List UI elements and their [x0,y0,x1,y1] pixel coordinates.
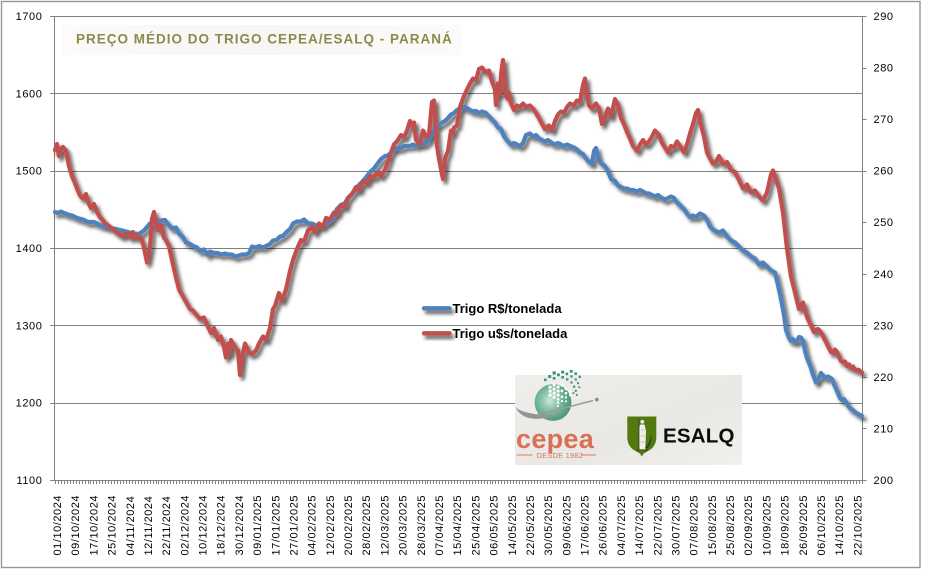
svg-text:Trigo R$/tonelada: Trigo R$/tonelada [453,301,563,316]
svg-text:02/12/2024: 02/12/2024 [179,495,191,556]
svg-text:1300: 1300 [16,320,43,332]
svg-text:30/12/2024: 30/12/2024 [234,495,246,556]
svg-text:12/11/2024: 12/11/2024 [143,496,155,556]
svg-text:18/12/2024: 18/12/2024 [216,495,228,556]
svg-text:10/09/2025: 10/09/2025 [761,495,773,556]
svg-text:04/02/2025: 04/02/2025 [307,495,319,556]
svg-text:26/06/2025: 26/06/2025 [598,495,610,556]
svg-text:07/04/2025: 07/04/2025 [434,495,446,556]
svg-text:1500: 1500 [16,166,43,178]
svg-text:DESDE 1982: DESDE 1982 [537,451,584,460]
svg-text:17/01/2025: 17/01/2025 [270,495,282,556]
svg-text:1200: 1200 [16,398,43,410]
svg-text:290: 290 [874,11,894,23]
svg-text:02/09/2025: 02/09/2025 [743,495,755,556]
svg-text:17/10/2024: 17/10/2024 [88,495,100,556]
svg-text:25/08/2025: 25/08/2025 [725,495,737,556]
svg-text:210: 210 [874,423,894,435]
svg-text:27/01/2025: 27/01/2025 [288,495,300,556]
svg-text:01/10/2024: 01/10/2024 [52,495,64,556]
svg-text:12/03/2025: 12/03/2025 [379,495,391,556]
svg-text:20/03/2025: 20/03/2025 [398,495,410,556]
svg-text:230: 230 [874,320,894,332]
svg-text:270: 270 [874,114,894,126]
svg-text:20/02/2025: 20/02/2025 [343,495,355,556]
svg-text:04/07/2025: 04/07/2025 [616,495,628,556]
svg-text:30/07/2025: 30/07/2025 [670,495,682,556]
svg-text:30/05/2025: 30/05/2025 [543,495,555,556]
svg-text:06/05/2025: 06/05/2025 [489,495,501,556]
svg-text:10/12/2024: 10/12/2024 [198,495,210,556]
svg-text:1700: 1700 [16,11,43,23]
svg-text:28/02/2025: 28/02/2025 [361,495,373,556]
svg-text:14/10/2025: 14/10/2025 [834,495,846,556]
svg-text:07/08/2025: 07/08/2025 [689,495,701,556]
svg-text:09/01/2025: 09/01/2025 [252,495,264,556]
svg-text:ESALQ: ESALQ [663,424,735,447]
svg-text:cepea: cepea [516,424,595,454]
svg-text:15/08/2025: 15/08/2025 [707,495,719,556]
svg-text:240: 240 [874,269,894,281]
svg-text:14/05/2025: 14/05/2025 [507,495,519,556]
svg-text:15/04/2025: 15/04/2025 [452,495,464,556]
svg-text:Trigo u$s/tonelada: Trigo u$s/tonelada [453,326,569,341]
svg-text:12/02/2025: 12/02/2025 [325,495,337,556]
svg-text:1100: 1100 [16,475,42,487]
svg-text:06/10/2025: 06/10/2025 [816,495,828,556]
svg-text:04/11/2024: 04/11/2024 [125,496,137,556]
svg-text:200: 200 [874,475,894,487]
svg-text:25/04/2025: 25/04/2025 [470,495,482,556]
svg-text:22/10/2025: 22/10/2025 [852,495,864,556]
svg-text:14/07/2025: 14/07/2025 [634,495,646,556]
svg-text:1400: 1400 [16,243,43,255]
svg-text:PREÇO MÉDIO DO TRIGO CEPEA/ESA: PREÇO MÉDIO DO TRIGO CEPEA/ESALQ - PARAN… [76,32,453,47]
svg-text:17/06/2025: 17/06/2025 [580,495,592,556]
svg-text:18/09/2025: 18/09/2025 [780,495,792,556]
svg-text:280: 280 [874,63,894,75]
svg-text:09/06/2025: 09/06/2025 [561,495,573,556]
svg-text:22/07/2025: 22/07/2025 [652,495,664,556]
svg-text:260: 260 [874,166,894,178]
svg-text:09/10/2024: 09/10/2024 [70,495,82,556]
svg-text:1600: 1600 [16,88,43,100]
svg-text:220: 220 [874,372,894,384]
svg-text:28/03/2025: 28/03/2025 [416,495,428,556]
svg-text:250: 250 [874,217,894,229]
svg-text:22/11/2024: 22/11/2024 [161,496,173,556]
svg-text:26/09/2025: 26/09/2025 [798,495,810,556]
svg-text:22/05/2025: 22/05/2025 [525,495,537,556]
svg-text:25/10/2024: 25/10/2024 [107,495,119,556]
